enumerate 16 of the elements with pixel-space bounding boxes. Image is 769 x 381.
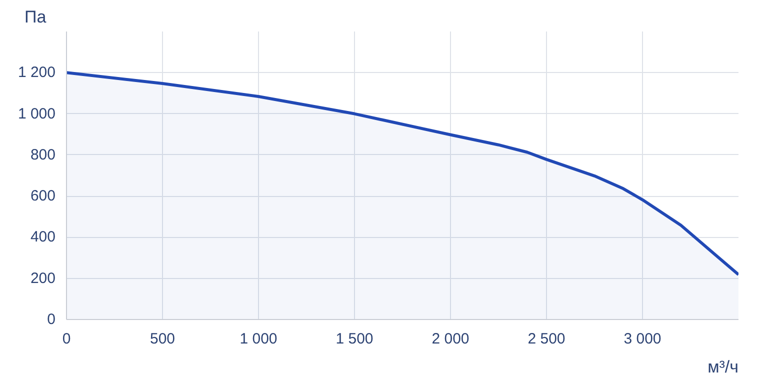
- y-tick-label: 1 200: [18, 64, 56, 82]
- y-tick-label: 800: [30, 146, 56, 164]
- y-tick-label: 200: [30, 270, 56, 287]
- x-tick-label: 500: [150, 330, 176, 348]
- x-tick-label: 2 000: [432, 330, 470, 348]
- x-tick-label: 1 000: [240, 330, 278, 348]
- x-tick-label: 1 500: [336, 330, 374, 348]
- y-axis-title: Па: [24, 8, 47, 26]
- y-tick-label: 600: [30, 188, 56, 205]
- x-tick-label: 0: [62, 330, 71, 348]
- y-tick-label: 1 000: [18, 105, 56, 122]
- x-tick-label: 2 500: [528, 330, 566, 348]
- y-tick-label: 0: [47, 311, 56, 328]
- x-tick-label: 3 000: [624, 330, 662, 348]
- x-axis-title: м³/ч: [708, 358, 739, 376]
- y-tick-label: 400: [30, 228, 56, 246]
